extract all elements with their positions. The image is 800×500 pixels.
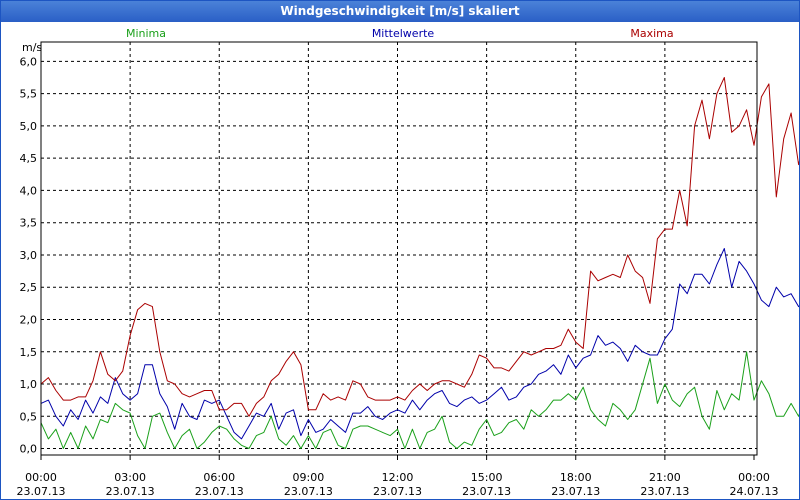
x-tick-time: 18:00 xyxy=(560,471,592,484)
y-tick-label: 1,5 xyxy=(20,346,38,359)
x-tick-date: 23.07.13 xyxy=(106,485,155,498)
legend: Minima Mittelwerte Maxima xyxy=(126,27,674,40)
series-lines xyxy=(40,77,799,449)
y-tick-label: 6,0 xyxy=(20,55,38,68)
y-tick-label: 0,0 xyxy=(20,443,38,456)
y-tick-label: 2,5 xyxy=(20,281,38,294)
x-tick-time: 12:00 xyxy=(382,471,414,484)
series-line-minima xyxy=(40,351,799,449)
x-tick-time: 15:00 xyxy=(471,471,503,484)
y-tick-label: 5,5 xyxy=(20,88,38,101)
window-title: Windgeschwindigkeit [m/s] skaliert xyxy=(1,1,799,22)
y-tick-label: 3,0 xyxy=(20,249,38,262)
y-tick-label: 0,5 xyxy=(20,410,38,423)
x-tick-time: 06:00 xyxy=(203,471,235,484)
y-tick-label: 1,0 xyxy=(20,378,38,391)
y-tick-label: 4,0 xyxy=(20,184,38,197)
y-tick-label: 2,0 xyxy=(20,313,38,326)
legend-item-minima: Minima xyxy=(126,27,166,40)
x-tick-time: 00:00 xyxy=(738,471,770,484)
axis-ticks: 0,0 0,5 1,0 1,5 2,0 2,5 3,0 3,5 4,0 4,5 5,0 5,5 6,0 0… xyxy=(17,55,779,498)
series-line-maxima xyxy=(40,77,799,417)
y-tick-label: 5,0 xyxy=(20,120,38,133)
y-axis-unit-label: m/s xyxy=(22,41,42,54)
x-tick-date: 23.07.13 xyxy=(373,485,422,498)
x-tick-time: 09:00 xyxy=(293,471,325,484)
x-tick-date: 23.07.13 xyxy=(551,485,600,498)
x-tick-date: 23.07.13 xyxy=(17,485,66,498)
plot-area-frame xyxy=(40,41,758,456)
series-line-mittelwerte xyxy=(40,248,799,440)
x-tick-date: 23.07.13 xyxy=(462,485,511,498)
x-tick-date: 23.07.13 xyxy=(640,485,689,498)
x-tick-time: 21:00 xyxy=(649,471,681,484)
grid xyxy=(41,42,757,455)
x-tick-time: 03:00 xyxy=(114,471,146,484)
x-tick-date: 23.07.13 xyxy=(195,485,244,498)
x-tick-time: 00:00 xyxy=(25,471,57,484)
legend-item-maxima: Maxima xyxy=(630,27,673,40)
x-tick-date: 23.07.13 xyxy=(284,485,333,498)
legend-item-mittelwerte: Mittelwerte xyxy=(372,27,435,40)
y-tick-label: 4,5 xyxy=(20,152,38,165)
x-tick-date: 24.07.13 xyxy=(730,485,779,498)
y-tick-label: 3,5 xyxy=(20,217,38,230)
